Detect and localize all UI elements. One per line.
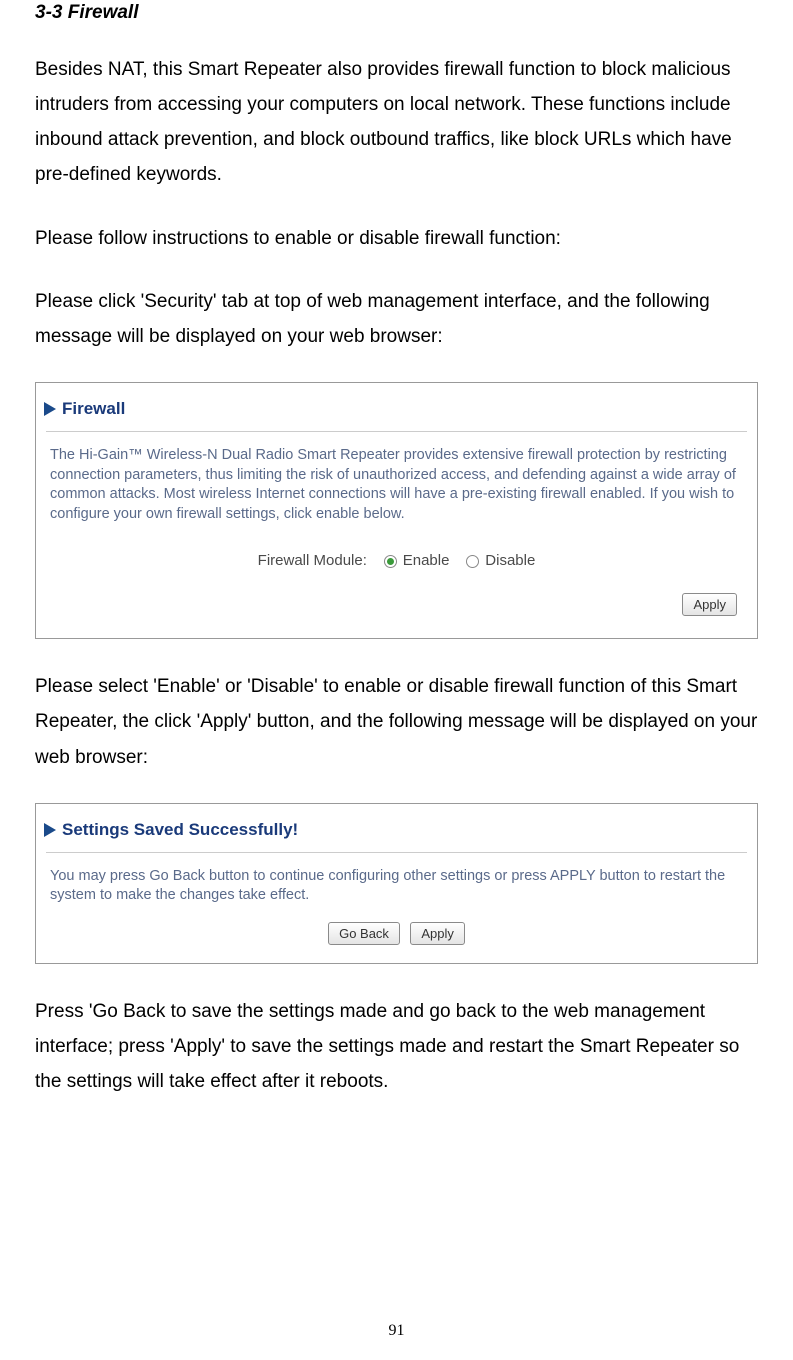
panel-header-saved: Settings Saved Successfully! <box>36 804 757 848</box>
disable-label: Disable <box>485 552 535 569</box>
radio-enable[interactable] <box>384 555 397 568</box>
paragraph-select-enable: Please select 'Enable' or 'Disable' to e… <box>35 669 758 774</box>
paragraph-intro: Besides NAT, this Smart Repeater also pr… <box>35 52 758 193</box>
firewall-panel: Firewall The Hi-Gain™ Wireless-N Dual Ra… <box>35 382 758 639</box>
apply-button-saved[interactable]: Apply <box>410 922 465 945</box>
panel-description: The Hi-Gain™ Wireless-N Dual Radio Smart… <box>36 442 757 534</box>
settings-saved-panel: Settings Saved Successfully! You may pre… <box>35 803 758 964</box>
enable-label: Enable <box>403 552 450 569</box>
button-row: Go Back Apply <box>36 916 757 963</box>
apply-button[interactable]: Apply <box>682 593 737 616</box>
panel-title-saved: Settings Saved Successfully! <box>62 820 298 840</box>
panel-saved-description: You may press Go Back button to continue… <box>36 863 757 916</box>
panel-title-firewall: Firewall <box>62 399 125 419</box>
apply-row: Apply <box>36 593 757 638</box>
triangle-icon <box>44 823 56 837</box>
panel-divider <box>46 852 747 853</box>
firewall-module-row: Firewall Module: Enable Disable <box>36 534 757 593</box>
paragraph-instructions: Please follow instructions to enable or … <box>35 221 758 256</box>
go-back-button[interactable]: Go Back <box>328 922 400 945</box>
triangle-icon <box>44 402 56 416</box>
section-title: 3-3 Firewall <box>35 2 758 24</box>
radio-disable[interactable] <box>466 555 479 568</box>
panel-divider <box>46 431 747 432</box>
module-label: Firewall Module: <box>258 552 367 569</box>
page-number: 91 <box>389 1322 405 1340</box>
paragraph-click-security: Please click 'Security' tab at top of we… <box>35 284 758 354</box>
panel-header: Firewall <box>36 383 757 427</box>
paragraph-press-goback: Press 'Go Back to save the settings made… <box>35 994 758 1099</box>
